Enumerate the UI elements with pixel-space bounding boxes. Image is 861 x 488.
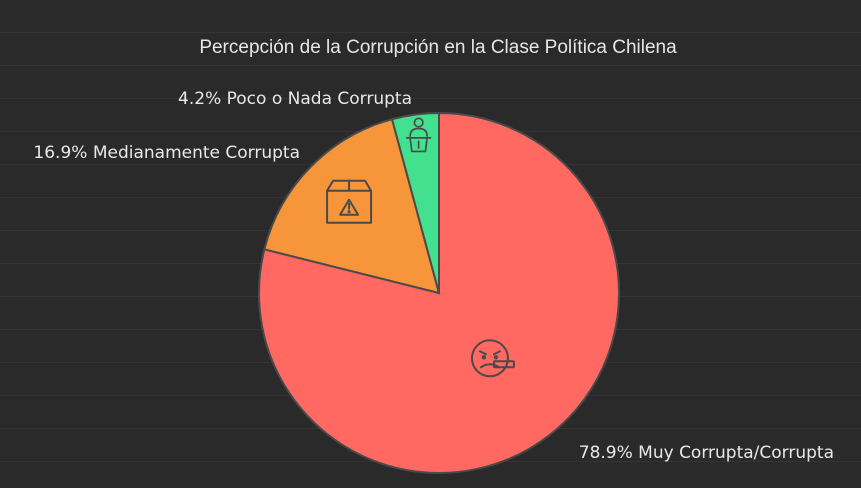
pie-slice-1 <box>263 118 441 295</box>
slice-label-poco-o-nada-corrupta: 4.2% Poco o Nada Corrupta <box>178 89 412 109</box>
warning-box-icon <box>326 179 373 224</box>
politician-podium-icon <box>405 117 432 153</box>
slice-label-medianamente-corrupta: 16.9% Medianamente Corrupta <box>33 143 300 163</box>
chart-title: Percepción de la Corrupción en la Clase … <box>199 37 677 58</box>
angry-face-icon <box>470 339 515 378</box>
pie-slice-0 <box>258 111 620 474</box>
slice-label-muy-corrupta: 78.9% Muy Corrupta/Corrupta <box>579 443 834 463</box>
pie-slice-2 <box>390 111 440 294</box>
